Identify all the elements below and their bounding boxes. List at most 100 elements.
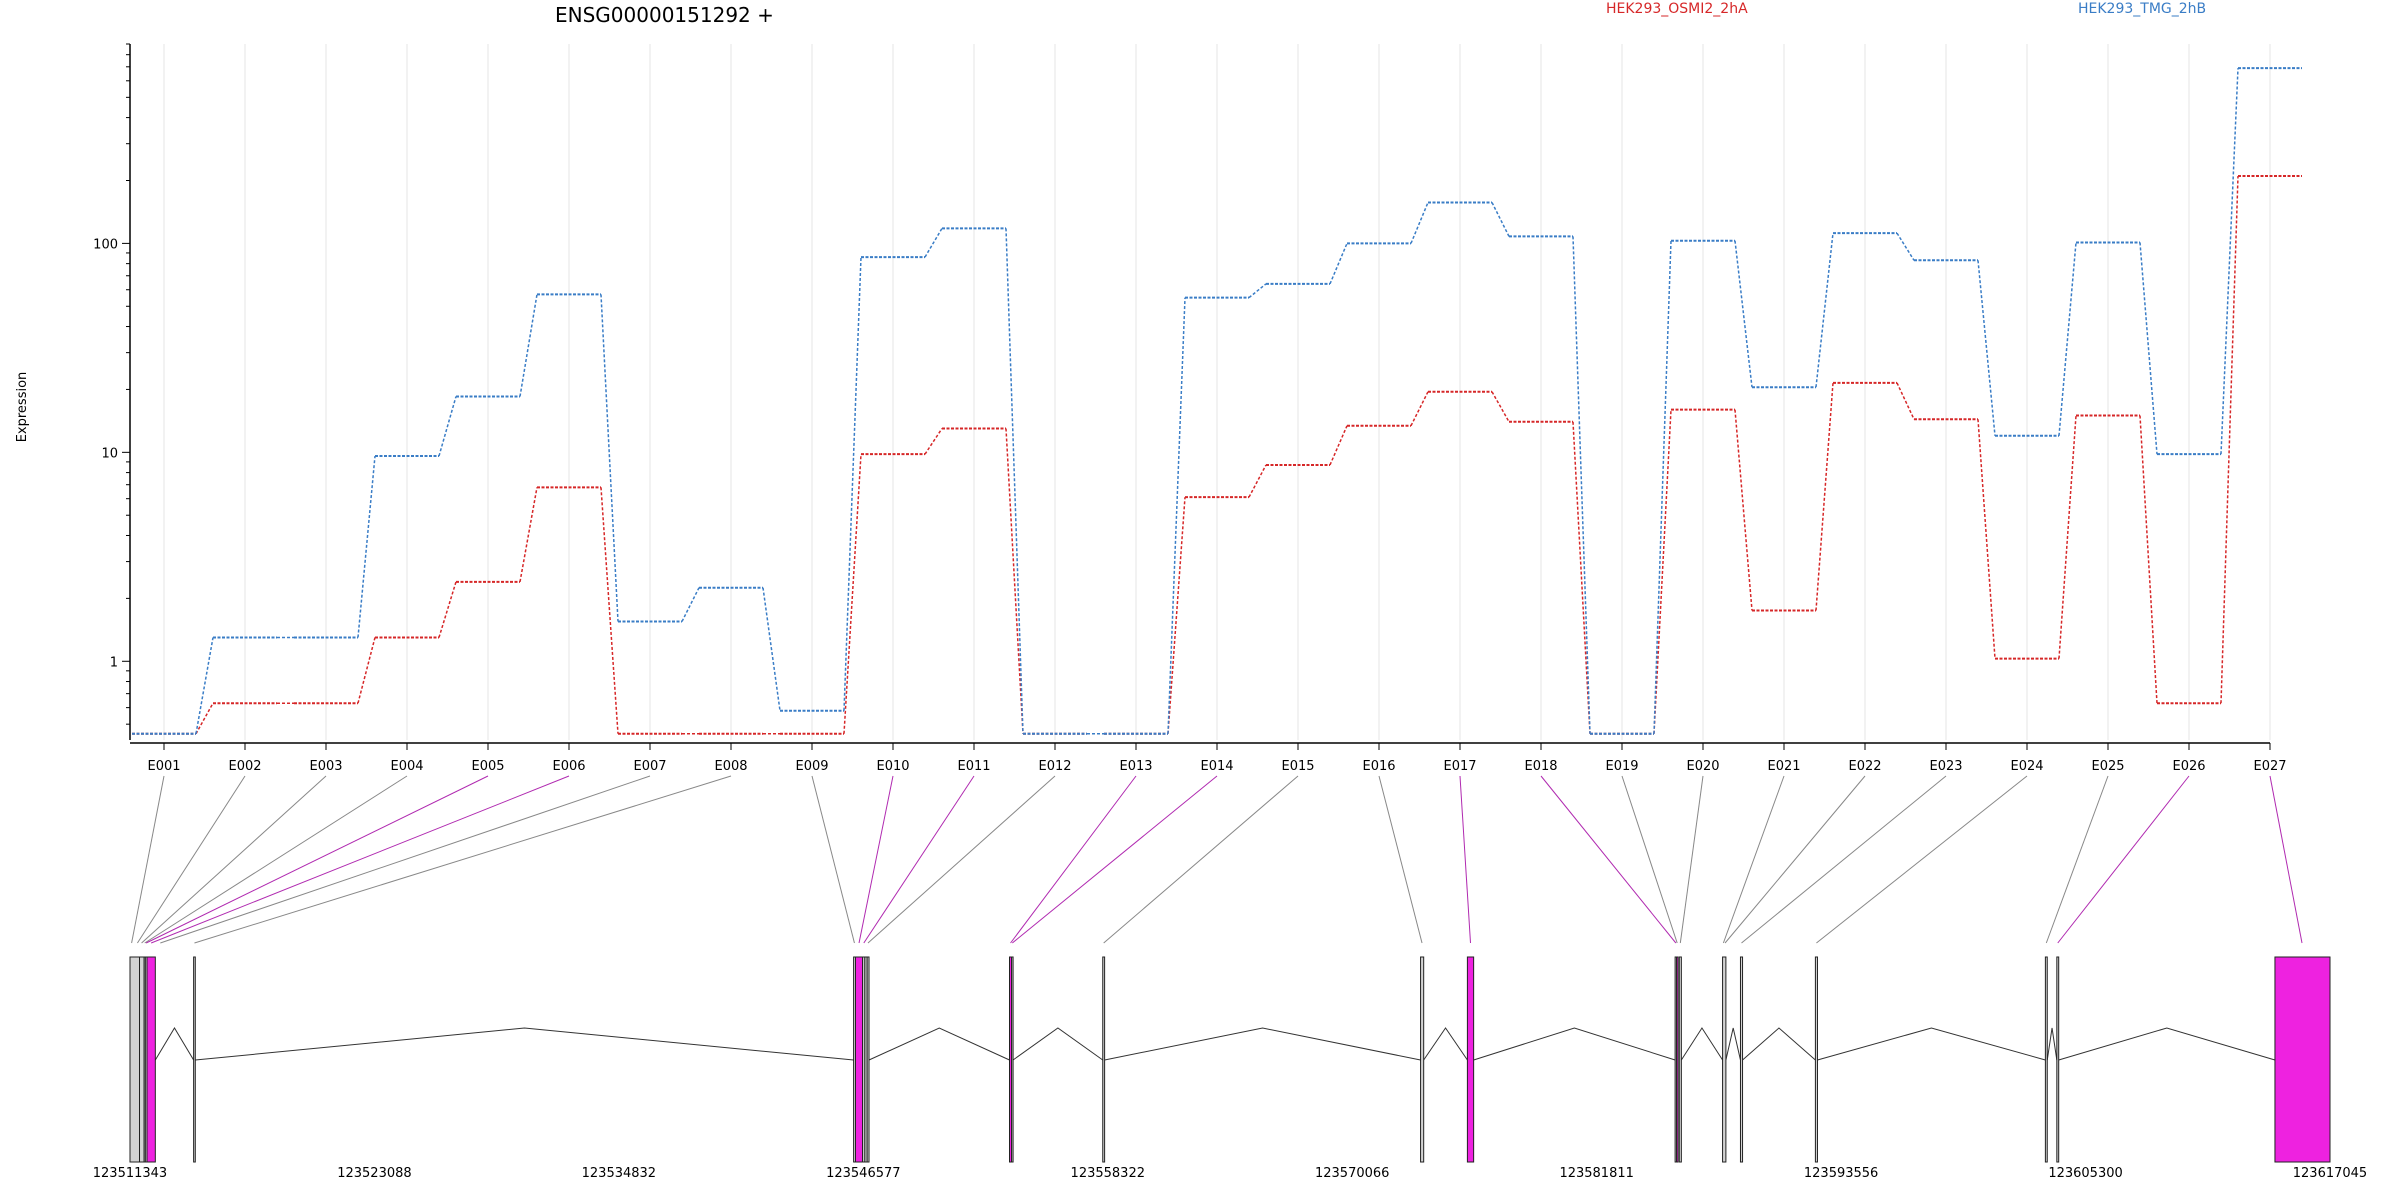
connector-e014 <box>1248 283 1267 299</box>
exon-label-e001: E001 <box>147 759 180 774</box>
connector-e010 <box>924 428 943 455</box>
connector-e019 <box>1653 240 1672 734</box>
intron-20 <box>1725 1027 1741 1061</box>
connector-e018 <box>1572 236 1591 734</box>
exon-box-24 <box>2056 956 2060 1163</box>
mapping-line-e019 <box>1621 775 1678 944</box>
connector-e013 <box>1167 497 1186 734</box>
mapping-line-e021 <box>1722 775 1785 944</box>
chart-title: ENSG00000151292 + <box>555 3 774 27</box>
connector-e009 <box>843 257 862 711</box>
exon-label-e020: E020 <box>1686 759 1719 774</box>
exon-label-e007: E007 <box>633 759 666 774</box>
coordinate-label-9: 123605300 <box>2048 1166 2122 1181</box>
exon-box-1 <box>129 956 141 1163</box>
mapping-line-e004 <box>144 775 408 944</box>
exon-mapping-lines <box>131 775 2303 944</box>
exon-box-21 <box>1739 956 1744 1163</box>
connector-e008 <box>762 587 781 711</box>
connector-e015 <box>1329 425 1348 466</box>
intron-6 <box>195 1027 854 1061</box>
connector-e024 <box>2058 415 2077 659</box>
exon-box-14 <box>1102 956 1106 1163</box>
intron-22 <box>1817 1027 2046 1061</box>
connector-e001 <box>195 637 214 734</box>
exon-label-e024: E024 <box>2010 759 2043 774</box>
series-hek293-osmi2-2ha <box>132 175 2302 735</box>
mapping-line-e006 <box>150 775 570 944</box>
connector-e009 <box>843 454 862 734</box>
mapping-line-e007 <box>160 775 651 944</box>
connector-e001 <box>195 702 214 735</box>
gene-model <box>129 956 2331 1163</box>
mapping-line-e011 <box>863 775 975 944</box>
mapping-line-e023 <box>1741 775 1947 944</box>
exon-label-e025: E025 <box>2091 759 2124 774</box>
mapping-line-e016 <box>1378 775 1423 944</box>
connector-e025 <box>2139 415 2158 704</box>
exon-label-e021: E021 <box>1767 759 1800 774</box>
intron-11 <box>868 1027 1010 1061</box>
exon-box-8 <box>854 956 864 1163</box>
exon-label-e017: E017 <box>1443 759 1476 774</box>
coordinate-label-1: 123511343 <box>93 1166 167 1181</box>
exon-box-15 <box>1420 956 1425 1163</box>
connector-e014 <box>1248 464 1267 498</box>
exon-label-e014: E014 <box>1200 759 1233 774</box>
exon-label-e009: E009 <box>795 759 828 774</box>
connector-e007 <box>681 587 700 622</box>
exon-box-25 <box>2274 956 2331 1163</box>
exon-label-e015: E015 <box>1281 759 1314 774</box>
mapping-line-e018 <box>1540 775 1677 944</box>
exon-label-e008: E008 <box>714 759 747 774</box>
y-tick-label-1: 1 <box>110 655 118 670</box>
axes: 1 10 100 <box>93 43 2271 750</box>
exon-label-e005: E005 <box>471 759 504 774</box>
connector-e024 <box>2058 242 2077 436</box>
connector-e013 <box>1167 297 1186 734</box>
exon-box-23 <box>2044 956 2048 1163</box>
exon-label-e012: E012 <box>1038 759 1071 774</box>
exon-label-e023: E023 <box>1929 759 1962 774</box>
coordinate-label-3: 123534832 <box>582 1166 656 1181</box>
exon-label-e016: E016 <box>1362 759 1395 774</box>
gridlines <box>163 44 2271 740</box>
mapping-line-e024 <box>1816 775 2028 944</box>
exon-box-6 <box>193 956 196 1163</box>
intron-24 <box>2058 1027 2276 1061</box>
exon-label-e027: E027 <box>2253 759 2286 774</box>
exon-label-e026: E026 <box>2172 759 2205 774</box>
intron-14 <box>1104 1027 1421 1061</box>
exon-box-13 <box>1011 956 1014 1163</box>
exon-label-e018: E018 <box>1524 759 1557 774</box>
mapping-line-e017 <box>1459 775 1472 944</box>
connector-e018 <box>1572 421 1591 734</box>
exon-label-e002: E002 <box>228 759 261 774</box>
connector-e023 <box>1977 419 1996 659</box>
intron-23 <box>2046 1027 2058 1061</box>
exon-label-e003: E003 <box>309 759 342 774</box>
exon-box-2 <box>139 956 145 1163</box>
exon-label-e006: E006 <box>552 759 585 774</box>
connector-e011 <box>1005 428 1024 734</box>
mapping-line-e009 <box>811 775 855 944</box>
connector-e005 <box>519 487 538 582</box>
y-tick-label-10: 10 <box>101 446 118 461</box>
exon-box-11 <box>866 956 870 1163</box>
connector-e006 <box>600 487 619 734</box>
connector-e026 <box>2220 176 2239 704</box>
connector-e004 <box>438 581 457 638</box>
connector-e016 <box>1410 391 1429 427</box>
exon-box-20 <box>1722 956 1727 1163</box>
mapping-line-e022 <box>1724 775 1866 944</box>
exon-label-e004: E004 <box>390 759 423 774</box>
mapping-line-e013 <box>1010 775 1137 944</box>
coordinate-label-7: 123581811 <box>1559 1166 1633 1181</box>
connector-e010 <box>924 227 943 258</box>
connector-e020 <box>1734 240 1753 388</box>
y-tick-label-100: 100 <box>93 237 118 252</box>
exon-box-19 <box>1678 956 1682 1163</box>
connector-e015 <box>1329 243 1348 285</box>
connector-e005 <box>519 294 538 397</box>
